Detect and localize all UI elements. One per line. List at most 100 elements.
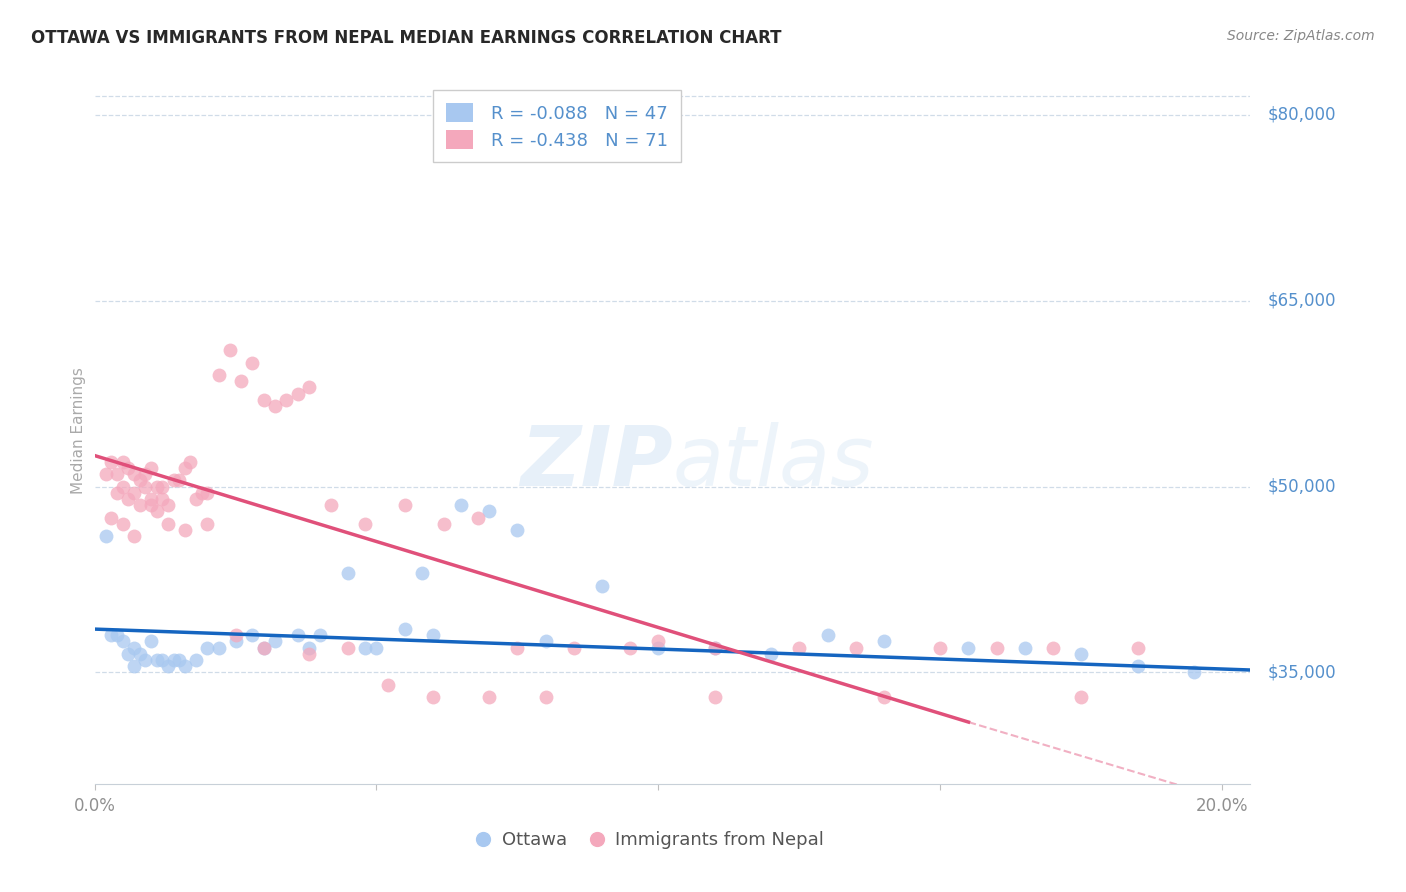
Point — [150, 491, 173, 506]
Point — [128, 647, 150, 661]
Point — [225, 634, 247, 648]
Point — [173, 523, 195, 537]
Point — [190, 485, 212, 500]
Point — [394, 498, 416, 512]
Point — [377, 678, 399, 692]
Point — [703, 640, 725, 655]
Point — [184, 491, 207, 506]
Point — [534, 690, 557, 705]
Point — [162, 473, 184, 487]
Point — [394, 622, 416, 636]
Point — [591, 579, 613, 593]
Point — [242, 355, 264, 369]
Point — [433, 516, 456, 531]
Point — [184, 653, 207, 667]
Point — [173, 659, 195, 673]
Point — [195, 640, 218, 655]
Point — [337, 640, 360, 655]
Point — [986, 640, 1008, 655]
Point — [298, 640, 321, 655]
Point — [478, 504, 501, 518]
Point — [929, 640, 952, 655]
Point — [647, 634, 669, 648]
Point — [478, 690, 501, 705]
Point — [422, 690, 444, 705]
Point — [219, 343, 242, 358]
Point — [195, 485, 218, 500]
Point — [1042, 640, 1064, 655]
Point — [534, 634, 557, 648]
Point — [562, 640, 585, 655]
Point — [873, 690, 896, 705]
Point — [703, 640, 725, 655]
Text: $35,000: $35,000 — [1267, 664, 1336, 681]
Point — [94, 529, 117, 543]
Point — [111, 455, 134, 469]
Point — [111, 516, 134, 531]
Legend: Ottawa, Immigrants from Nepal: Ottawa, Immigrants from Nepal — [467, 824, 831, 856]
Text: $80,000: $80,000 — [1267, 105, 1336, 124]
Point — [105, 628, 128, 642]
Text: Source: ZipAtlas.com: Source: ZipAtlas.com — [1227, 29, 1375, 43]
Point — [309, 628, 332, 642]
Point — [139, 498, 162, 512]
Point — [122, 659, 145, 673]
Point — [253, 640, 276, 655]
Point — [195, 516, 218, 531]
Point — [264, 634, 287, 648]
Point — [122, 467, 145, 482]
Point — [139, 461, 162, 475]
Point — [1126, 640, 1149, 655]
Point — [145, 504, 167, 518]
Point — [207, 368, 229, 382]
Point — [354, 640, 377, 655]
Point — [145, 653, 167, 667]
Point — [450, 498, 472, 512]
Point — [162, 653, 184, 667]
Point — [1014, 640, 1036, 655]
Point — [411, 566, 433, 581]
Point — [128, 498, 150, 512]
Point — [173, 461, 195, 475]
Point — [117, 647, 139, 661]
Point — [139, 491, 162, 506]
Point — [100, 455, 122, 469]
Point — [134, 467, 156, 482]
Point — [150, 479, 173, 493]
Point — [94, 467, 117, 482]
Text: OTTAWA VS IMMIGRANTS FROM NEPAL MEDIAN EARNINGS CORRELATION CHART: OTTAWA VS IMMIGRANTS FROM NEPAL MEDIAN E… — [31, 29, 782, 46]
Point — [1070, 690, 1092, 705]
Point — [298, 647, 321, 661]
Point — [128, 473, 150, 487]
Point — [321, 498, 343, 512]
Point — [111, 479, 134, 493]
Point — [156, 498, 179, 512]
Point — [156, 659, 179, 673]
Point — [253, 392, 276, 407]
Point — [506, 523, 529, 537]
Point — [122, 485, 145, 500]
Point — [817, 628, 839, 642]
Point — [167, 653, 190, 667]
Point — [845, 640, 868, 655]
Point — [647, 640, 669, 655]
Point — [145, 479, 167, 493]
Point — [287, 628, 309, 642]
Point — [105, 467, 128, 482]
Y-axis label: Median Earnings: Median Earnings — [72, 368, 86, 494]
Point — [619, 640, 641, 655]
Point — [122, 640, 145, 655]
Point — [298, 380, 321, 394]
Point — [467, 510, 489, 524]
Point — [873, 634, 896, 648]
Point — [1182, 665, 1205, 680]
Point — [117, 461, 139, 475]
Point — [264, 399, 287, 413]
Point — [139, 634, 162, 648]
Point — [105, 485, 128, 500]
Point — [100, 628, 122, 642]
Point — [354, 516, 377, 531]
Point — [759, 647, 782, 661]
Point — [156, 516, 179, 531]
Point — [179, 455, 201, 469]
